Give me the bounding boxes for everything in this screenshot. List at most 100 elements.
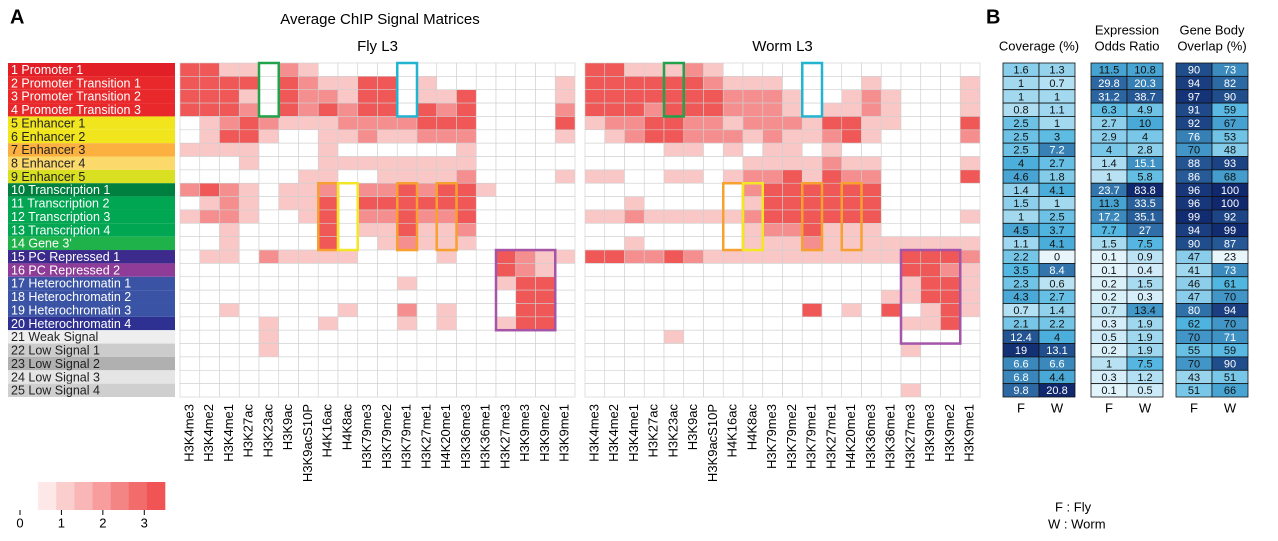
table-value: 0.5 [1137,385,1152,397]
table-value: 1.9 [1137,318,1152,330]
state-swatch [8,76,175,90]
mark-label: H4K20me1 [438,404,453,469]
heat-cell [900,369,922,384]
heat-cell [762,329,783,344]
heat-cell [663,62,685,77]
heat-cell [920,369,941,384]
mark-label: H4K8ac [339,404,354,451]
heat-cell [861,169,882,184]
heat-cell [841,62,862,77]
heat-cell [663,316,685,331]
table-value: 61 [1224,278,1236,290]
heat-cell [940,263,961,278]
heat-cell [604,249,625,264]
heat-cell [880,223,902,237]
heat-cell [396,62,418,77]
heat-cell [298,263,319,278]
table-value: 0.5 [1101,332,1116,344]
heat-cell [584,329,606,344]
table-value: 1 [1106,171,1112,183]
heat-cell [456,329,477,344]
heat-cell [880,236,902,251]
heat-cell [900,303,922,318]
heat-cell [554,102,576,117]
table-value: 6.6 [1013,359,1028,371]
heat-cell [258,329,280,344]
heat-cell [604,329,625,344]
table-value: 2.7 [1101,118,1116,130]
heat-cell [278,316,299,331]
heat-cell [821,209,843,224]
panel-label: B [986,6,1000,28]
heat-cell [258,263,280,278]
heat-cell [683,102,704,117]
mark-label: H3K27me1 [823,404,838,469]
heat-cell [880,116,902,131]
heat-cell [643,369,665,384]
heat-cell [861,102,882,117]
table-value: 59 [1224,105,1236,117]
heat-cell [416,102,438,117]
heat-cell [317,76,339,91]
heat-cell [298,383,319,398]
heat-cell [782,356,803,371]
heat-cell [377,223,398,237]
heat-cell [880,156,902,171]
heat-cell [782,343,803,358]
heat-cell [357,142,378,157]
heat-cell [742,116,764,131]
table-value: 70 [1224,318,1236,330]
heat-cell [179,223,201,237]
table-value: 92 [1188,118,1200,130]
heat-cell [456,303,477,318]
heat-cell [920,129,941,144]
heat-cell [801,369,823,384]
heat-cell [920,223,941,237]
table-value: 91 [1188,105,1200,117]
state-swatch [8,356,175,371]
table-value: 13.4 [1134,305,1155,317]
heat-cell [900,263,922,278]
heat-cell [722,76,744,91]
heat-cell [940,276,961,291]
heat-cell [722,116,744,131]
heat-cell [624,383,645,398]
heat-cell [199,142,220,157]
mark-label: H3K36me1 [883,404,898,469]
heat-cell [762,383,783,398]
colorbar-step [20,482,39,510]
heat-cell [515,223,536,237]
state-label: 13 Transcription 4 [11,223,110,237]
state-label: 6 Enhancer 2 [11,130,85,144]
mark-label: H3K9ac [280,404,295,451]
heat-cell [337,129,359,144]
heat-cell [278,369,299,384]
heat-cell [821,62,843,77]
table-value: 7.7 [1101,225,1116,237]
heat-cell [742,102,764,117]
heat-cell [554,329,576,344]
heat-cell [238,196,260,211]
heat-cell [801,223,823,237]
highlight-box [336,181,359,252]
heat-cell [535,236,556,251]
heat-cell [199,62,220,77]
heat-cell [762,289,783,304]
heat-cell [219,356,240,371]
heat-cell [377,329,398,344]
heat-cell [535,249,556,264]
heat-cell [278,343,299,358]
heat-cell [821,236,843,251]
mark-label: H3K4me1 [221,404,236,462]
heat-cell [801,316,823,331]
heat-cell [821,303,843,318]
heat-cell [258,369,280,384]
heat-cell [880,102,902,117]
table-value: 0.1 [1101,265,1116,277]
heat-cell [495,329,517,344]
heat-cell [456,169,477,184]
heat-cell [357,89,378,104]
heat-cell [762,156,783,171]
state-label: 8 Enhancer 4 [11,156,85,170]
heat-cell [475,142,497,157]
